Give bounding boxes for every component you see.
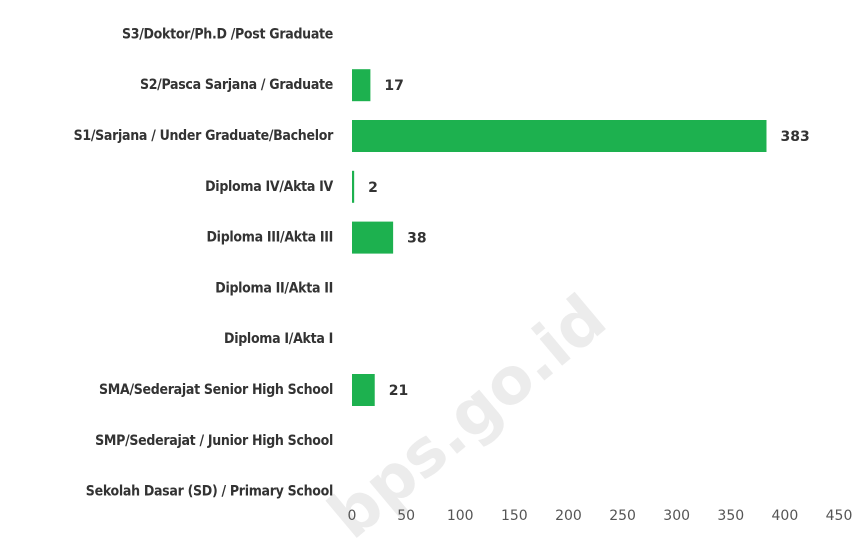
bar xyxy=(352,374,375,406)
x-tick-label: 200 xyxy=(555,508,582,524)
value-label: 383 xyxy=(780,129,809,145)
y-tick-label: Diploma II/Akta II xyxy=(215,280,333,296)
x-tick-label: 150 xyxy=(501,508,528,524)
x-tick-label: 50 xyxy=(397,508,415,524)
y-tick-label: Diploma I/Akta I xyxy=(224,331,333,347)
value-label: 2 xyxy=(368,180,378,196)
value-label: 17 xyxy=(384,78,403,94)
value-label: 38 xyxy=(407,231,426,247)
y-tick-label: Diploma IV/Akta IV xyxy=(205,179,333,195)
bar xyxy=(352,221,394,254)
y-tick-label: SMP/Sederajat / Junior High School xyxy=(95,433,333,449)
y-tick-label: S3/Doktor/Ph.D /Post Graduate xyxy=(122,26,333,42)
y-tick-label: SMA/Sederajat Senior High School xyxy=(99,382,333,398)
y-tick-label: S1/Sarjana / Under Graduate/Bachelor xyxy=(74,128,334,144)
bar xyxy=(352,120,767,152)
value-label: 21 xyxy=(389,383,408,399)
x-tick-label: 0 xyxy=(348,508,357,524)
x-tick-label: 400 xyxy=(772,508,799,524)
x-tick-label: 350 xyxy=(717,508,744,524)
y-tick-label: Sekolah Dasar (SD) / Primary School xyxy=(86,484,333,500)
x-tick-label: 100 xyxy=(447,508,474,524)
y-tick-label: S2/Pasca Sarjana / Graduate xyxy=(140,77,333,93)
x-tick-label: 300 xyxy=(663,508,690,524)
x-tick-label: 450 xyxy=(826,508,853,524)
bar xyxy=(352,170,355,203)
bar xyxy=(352,69,371,102)
y-tick-label: Diploma III/Akta III xyxy=(207,230,333,246)
x-tick-label: 250 xyxy=(609,508,636,524)
